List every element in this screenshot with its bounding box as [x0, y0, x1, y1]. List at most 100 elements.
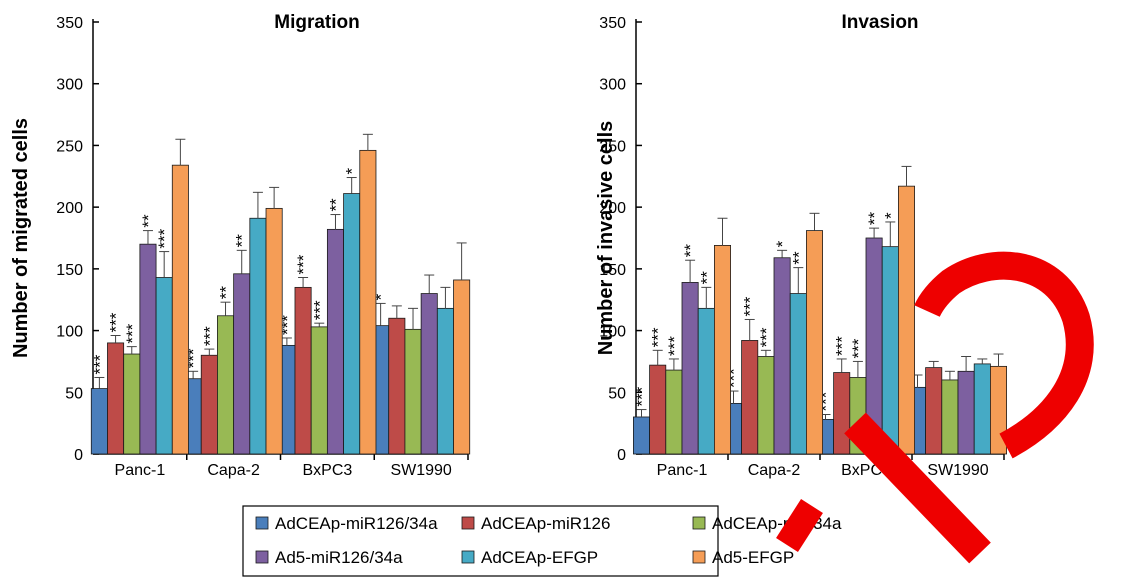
bar	[404, 328, 422, 455]
bar	[941, 379, 959, 455]
red-curve	[914, 251, 1094, 459]
significance-mark: ***	[184, 348, 203, 368]
bar	[359, 149, 377, 455]
legend-swatch	[461, 516, 475, 530]
bar	[833, 372, 851, 455]
red-stroke	[844, 412, 991, 564]
legend-label: Ad5-EFGP	[712, 548, 794, 567]
bar	[90, 388, 108, 455]
legend-label: AdCEAp-miR126	[481, 514, 610, 533]
bar	[294, 286, 312, 455]
significance-mark: *	[343, 168, 362, 175]
invasion-panel: Invasion Number of invasive cells 0 50 100 15…	[595, 12, 1008, 479]
significance-mark: **	[233, 234, 252, 248]
bar	[898, 185, 916, 455]
y-tick-label: 100	[56, 324, 83, 341]
legend-swatch	[692, 550, 706, 564]
bar	[217, 315, 235, 455]
bar	[326, 228, 344, 455]
significance-mark: **	[865, 212, 884, 226]
legend-swatch	[692, 516, 706, 530]
significance-mark: ***	[123, 323, 142, 343]
significance-mark: ***	[757, 327, 776, 347]
significance-mark: **	[789, 251, 808, 265]
bar	[973, 363, 991, 455]
bar	[453, 279, 471, 455]
y-axis-label: Number of migrated cells	[10, 118, 32, 358]
bar	[633, 416, 651, 455]
y-tick-label: 350	[56, 15, 83, 32]
bar	[139, 243, 157, 455]
bar	[789, 293, 807, 455]
bar	[681, 282, 699, 455]
y-tick-label: 250	[56, 138, 83, 155]
bar	[107, 342, 125, 455]
migration-panel: Migration Number of migrated cells 0 50 100 1…	[10, 12, 471, 479]
x-tick-label: Panc-1	[115, 462, 166, 479]
x-tick-label: Capa-2	[207, 462, 260, 479]
red-mark-overlay	[776, 251, 1094, 564]
x-tick-label: BxPC3	[302, 462, 352, 479]
y-tick-label: 150	[56, 262, 83, 279]
y-tick-label: 350	[599, 15, 626, 32]
y-tick-label: 250	[599, 138, 626, 155]
y-tick-label: 200	[599, 200, 626, 217]
significance-mark: ***	[310, 300, 329, 320]
bar	[233, 273, 251, 455]
bar	[881, 246, 899, 455]
y-tick-label: 300	[56, 77, 83, 94]
x-tick-label: SW1990	[927, 462, 988, 479]
y-tick-label: 100	[599, 324, 626, 341]
x-tick-label: Capa-2	[748, 462, 801, 479]
bar	[310, 326, 328, 455]
significance-mark: ***	[633, 386, 652, 406]
significance-mark: ***	[155, 228, 174, 248]
bar	[249, 217, 267, 455]
y-tick-label: 200	[56, 200, 83, 217]
bar	[773, 257, 791, 455]
bar	[123, 353, 141, 455]
significance-mark: ***	[849, 338, 868, 358]
significance-mark: ***	[200, 326, 219, 346]
y-tick-label: 150	[599, 262, 626, 279]
y-tick-label: 50	[65, 385, 83, 402]
y-tick-label: 300	[599, 77, 626, 94]
chart-title: Migration	[274, 12, 360, 33]
legend-swatch	[255, 550, 269, 564]
bar	[806, 230, 824, 455]
significance-mark: **	[697, 271, 716, 285]
significance-mark: *	[881, 212, 900, 219]
legend-box	[242, 505, 719, 577]
significance-mark: ***	[649, 327, 668, 347]
bar	[420, 293, 438, 455]
significance-mark: **	[217, 286, 236, 300]
legend-label: AdCEAp-EFGP	[481, 548, 598, 567]
bar	[957, 370, 975, 455]
bar	[697, 307, 715, 455]
chart-title: Invasion	[841, 12, 918, 33]
bar	[436, 307, 454, 455]
significance-mark: ***	[833, 336, 852, 356]
significance-mark: ***	[294, 254, 313, 274]
significance-mark: **	[681, 244, 700, 258]
legend-label: Ad5-miR126/34a	[275, 548, 403, 567]
significance-mark: ***	[741, 296, 760, 316]
significance-mark: ***	[107, 312, 126, 332]
legend-label: AdCEAp-miR126/34a	[275, 514, 438, 533]
significance-mark: **	[326, 198, 345, 212]
bar	[200, 354, 218, 455]
x-tick-label: Panc-1	[657, 462, 708, 479]
x-tick-label: SW1990	[390, 462, 451, 479]
y-tick-label: 50	[608, 385, 626, 402]
significance-mark: **	[139, 214, 158, 228]
bar	[649, 364, 667, 455]
significance-mark: *	[773, 240, 792, 247]
significance-mark: ***	[90, 354, 109, 374]
significance-mark: *	[372, 293, 391, 300]
legend: AdCEAp-miR126/34a AdCEAp-miR126 AdCEAp-miR…	[242, 505, 842, 577]
legend-swatch	[255, 516, 269, 530]
bar	[741, 340, 759, 455]
bar	[757, 356, 775, 455]
y-axis-label: Number of invasive cells	[595, 121, 617, 356]
